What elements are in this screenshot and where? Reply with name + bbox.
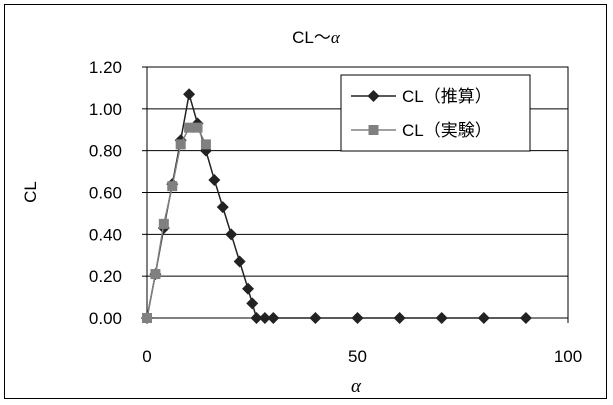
legend-box	[340, 74, 531, 152]
data-point-square	[192, 122, 203, 133]
data-point-square	[158, 218, 169, 229]
data-point-square	[142, 313, 152, 323]
data-point-square	[167, 181, 178, 192]
series-experiment	[142, 122, 211, 323]
data-point-square	[150, 269, 161, 280]
data-point-diamond	[242, 282, 255, 295]
data-point-diamond	[351, 312, 364, 324]
data-point-diamond	[435, 312, 448, 324]
x-axis-label: α	[351, 376, 362, 397]
data-point-diamond	[393, 312, 406, 324]
data-point-diamond	[216, 201, 229, 214]
legend-label-experiment: CL（実験）	[402, 121, 492, 140]
data-point-diamond	[477, 312, 490, 324]
data-point-diamond	[258, 312, 271, 324]
data-point-square	[175, 139, 186, 150]
y-tick-label: 0.60	[89, 184, 122, 203]
data-point-diamond	[309, 312, 322, 324]
data-point-diamond	[246, 297, 259, 310]
legend: CL（推算） CL（実験）	[340, 74, 531, 152]
y-tick-label: 0.80	[89, 142, 122, 161]
y-tick-labels: 0.00 0.20 0.40 0.60 0.80 1.00 1.20	[89, 58, 147, 328]
y-tick-label: 1.00	[89, 100, 122, 119]
data-point-square	[184, 122, 195, 133]
y-axis-label: CL	[21, 181, 40, 203]
series-layer	[141, 88, 532, 324]
legend-marker-experiment	[368, 125, 379, 135]
y-tick-label: 0.40	[89, 225, 122, 244]
chart-title-symbol: α	[331, 28, 341, 47]
data-point-diamond	[233, 255, 246, 268]
data-point-diamond	[225, 228, 238, 241]
data-point-diamond	[519, 312, 532, 324]
legend-label-estimated: CL（推算）	[402, 87, 492, 106]
legend-marker-estimated	[367, 90, 380, 102]
data-point-diamond	[208, 173, 221, 186]
x-tick-label: 50	[348, 347, 367, 366]
data-point-diamond	[183, 88, 196, 101]
y-tick-label: 0.20	[89, 267, 122, 286]
data-point-square	[200, 139, 211, 150]
x-tick-label: 0	[142, 347, 151, 366]
x-tick-labels: 0 50 100	[142, 318, 582, 366]
x-tick-label: 100	[554, 347, 582, 366]
chart-title-text: CL〜	[292, 28, 331, 47]
y-tick-label: 1.20	[89, 58, 122, 77]
series-line	[146, 126, 207, 319]
chart-frame	[4, 4, 607, 399]
data-point-diamond	[250, 312, 263, 324]
y-tick-label: 0.00	[89, 309, 122, 328]
data-point-diamond	[267, 312, 280, 324]
chart-title: CL〜α	[292, 28, 341, 47]
